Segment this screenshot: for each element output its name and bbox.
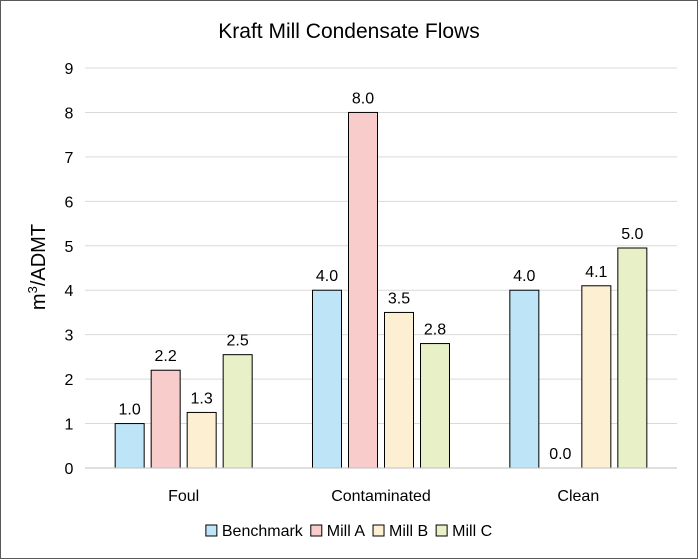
y-axis-ticks: 0 1 2 3 4 5 6 7 8 9 [65, 61, 74, 478]
data-label: 1.0 [119, 402, 141, 419]
legend-item: Mill A [310, 523, 366, 540]
legend-swatch [435, 524, 448, 537]
bar [312, 289, 342, 469]
bar [186, 411, 217, 469]
x-axis-categories: Foul Contaminated Clean [168, 488, 599, 505]
data-label: 2.8 [424, 322, 446, 339]
legend-label: Mill C [452, 523, 492, 540]
x-category-label: Clean [557, 488, 599, 505]
chart-title: Kraft Mill Condensate Flows [218, 20, 479, 43]
legend-label: Mill A [327, 523, 366, 540]
legend-swatch [205, 524, 218, 537]
data-label: 4.0 [316, 268, 338, 285]
gridlines [85, 67, 677, 425]
data-label: 4.1 [585, 264, 607, 281]
data-label: 5.0 [621, 226, 643, 243]
legend-item: Mill C [435, 523, 492, 540]
y-tick-label: 1 [65, 417, 74, 434]
y-tick-label: 7 [65, 150, 74, 167]
data-labels: 1.0 2.2 1.3 2.5 4.0 8.0 3.5 2.8 4.0 0.0 4.1 5.0 [119, 90, 644, 463]
bar [581, 285, 612, 469]
y-tick-label: 9 [65, 61, 74, 78]
bar [222, 354, 253, 469]
bar [348, 111, 378, 469]
bar [150, 369, 181, 469]
y-axis-label: m3/ADMT [25, 224, 50, 310]
x-category-label: Contaminated [331, 488, 431, 505]
y-axis-label-base: m [28, 293, 50, 310]
data-label: 4.0 [513, 268, 535, 285]
data-label: 1.3 [191, 390, 213, 407]
y-axis-label-superscript: 3 [25, 286, 40, 293]
legend-item: Mill B [372, 523, 428, 540]
y-tick-label: 4 [65, 283, 74, 300]
bars [114, 111, 648, 469]
data-label: 8.0 [352, 90, 374, 107]
y-tick-label: 5 [65, 239, 74, 256]
y-tick-label: 2 [65, 372, 74, 389]
bar [420, 343, 450, 469]
legend-item: Benchmark [205, 523, 304, 540]
bar [384, 311, 414, 469]
bar [509, 289, 540, 469]
data-label: 2.5 [227, 333, 249, 350]
y-tick-label: 6 [65, 194, 74, 211]
legend-swatch [372, 524, 385, 537]
y-tick-label: 3 [65, 328, 74, 345]
bar [617, 247, 648, 469]
data-label: 0.0 [549, 446, 571, 463]
bar [114, 423, 145, 469]
y-tick-label: 0 [65, 461, 74, 478]
y-tick-label: 8 [65, 105, 74, 122]
legend: Benchmark Mill A Mill B Mill C [205, 523, 492, 540]
y-axis-label-rest: /ADMT [28, 224, 50, 286]
legend-label: Benchmark [222, 523, 304, 540]
legend-swatch [310, 524, 323, 537]
legend-label: Mill B [389, 523, 428, 540]
x-category-label: Foul [168, 488, 199, 505]
data-label: 2.2 [155, 348, 177, 365]
data-label: 3.5 [388, 290, 410, 307]
